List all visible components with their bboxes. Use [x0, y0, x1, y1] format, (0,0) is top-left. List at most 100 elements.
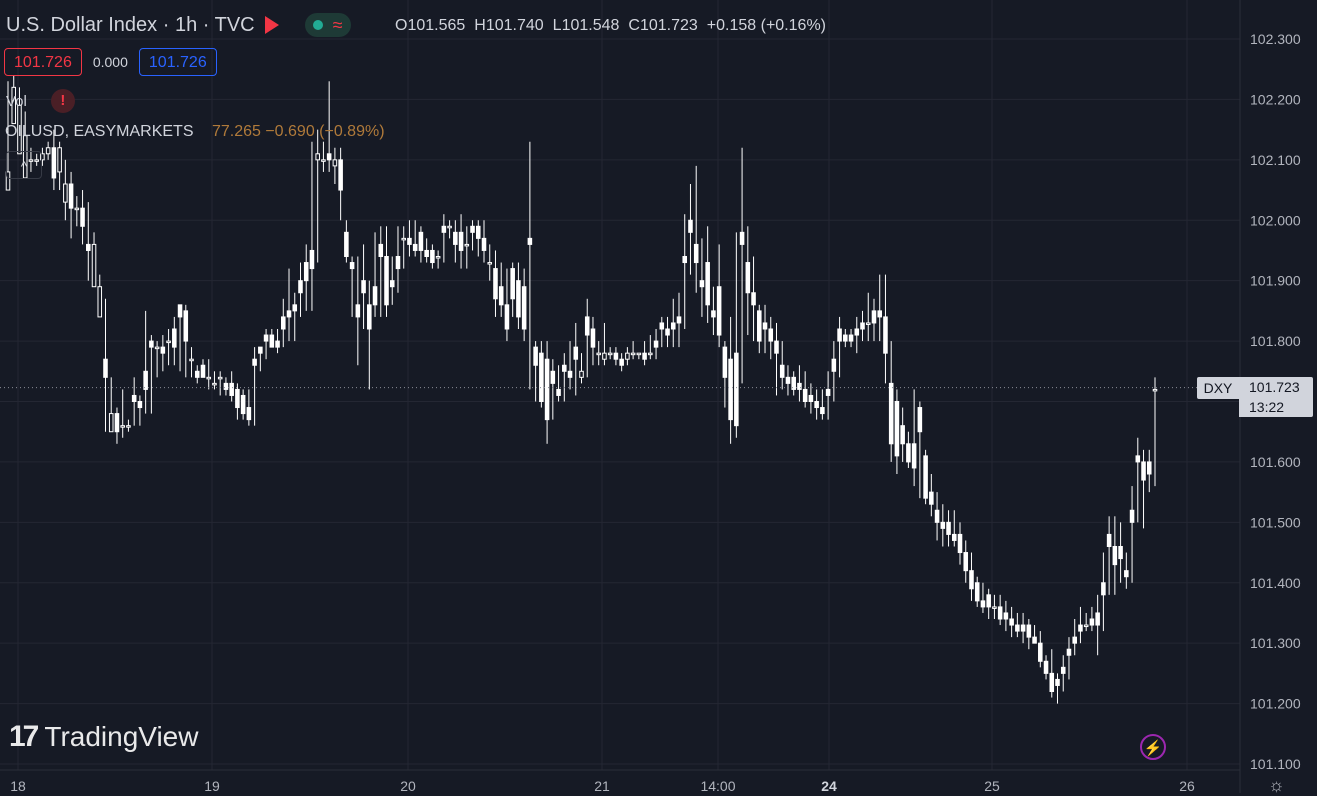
- market-status-pill[interactable]: ≈: [304, 13, 351, 37]
- candle: [539, 341, 544, 408]
- candle-body: [1129, 509, 1135, 523]
- candle: [131, 377, 137, 426]
- candle-body: [458, 231, 464, 251]
- candle-body: [871, 310, 877, 324]
- candle: [625, 347, 630, 366]
- candle-body: [430, 249, 435, 264]
- candle: [246, 389, 252, 426]
- candle: [544, 341, 550, 444]
- candle: [349, 256, 355, 317]
- y-tick-label: 102.000: [1250, 212, 1301, 228]
- candle: [734, 232, 739, 438]
- candle-body: [424, 249, 429, 257]
- x-tick-label: 14:00: [700, 778, 735, 793]
- candle: [424, 238, 429, 263]
- candle-body: [344, 231, 349, 257]
- candle-body: [1135, 455, 1141, 463]
- candle: [194, 365, 200, 384]
- candle-body: [768, 328, 774, 342]
- candle-body: [888, 382, 894, 445]
- candle-body: [1078, 624, 1083, 632]
- candle-body: [693, 243, 699, 264]
- candle: [389, 256, 395, 305]
- candle-body: [883, 316, 888, 354]
- candle: [596, 341, 601, 366]
- candle-body: [51, 147, 57, 179]
- candle: [533, 341, 538, 402]
- volume-indicator[interactable]: Vol !: [6, 89, 75, 113]
- flag-icon[interactable]: [264, 16, 279, 34]
- candle: [97, 274, 103, 318]
- candle: [407, 220, 412, 257]
- candle: [395, 226, 401, 293]
- candle: [567, 341, 573, 390]
- candle-body: [493, 268, 498, 300]
- candle: [223, 377, 229, 396]
- candle-body: [906, 443, 911, 463]
- candle: [1003, 600, 1009, 632]
- candle-body: [435, 256, 441, 259]
- candle: [711, 286, 716, 336]
- candle-body: [602, 352, 607, 360]
- candle-body: [831, 358, 837, 372]
- candle: [384, 226, 389, 317]
- candle-body: [131, 394, 137, 403]
- candle: [470, 220, 475, 251]
- candle: [642, 341, 647, 366]
- sell-button[interactable]: 101.726: [4, 48, 82, 76]
- candle-body: [355, 304, 361, 318]
- candle: [286, 268, 292, 342]
- candle-body: [711, 310, 716, 318]
- candle-body: [1032, 636, 1037, 644]
- candle: [1026, 619, 1032, 650]
- tradingview-logo[interactable]: 17 TradingView: [9, 720, 198, 754]
- candle-body: [1095, 612, 1100, 626]
- candle: [676, 292, 682, 348]
- candle-body: [567, 370, 573, 378]
- candle: [80, 190, 85, 245]
- compare-symbol-legend[interactable]: OILUSD, EASYMARKETS 77.265 −0.690 (−0.89…: [5, 123, 385, 141]
- compare-symbol: OILUSD, EASYMARKETS: [5, 123, 194, 140]
- warning-icon[interactable]: !: [50, 89, 75, 113]
- candle-body: [68, 183, 74, 209]
- buy-button[interactable]: 101.726: [138, 48, 217, 76]
- candle-body: [235, 388, 240, 409]
- candle-body: [298, 280, 303, 294]
- candle-body: [269, 334, 275, 348]
- candle: [665, 316, 670, 348]
- lightning-icon[interactable]: ⚡: [1140, 734, 1166, 760]
- candles: [5, 75, 1158, 704]
- open-value: O101.565: [395, 17, 466, 34]
- candle: [699, 238, 705, 317]
- candle-body: [1043, 660, 1049, 674]
- y-tick-label: 101.900: [1250, 273, 1301, 289]
- candle: [774, 322, 779, 396]
- candle: [1072, 619, 1077, 656]
- candle: [957, 522, 963, 565]
- candle-body: [825, 388, 831, 396]
- candle-body: [974, 582, 980, 602]
- candle-body: [843, 334, 848, 342]
- candle: [883, 274, 888, 384]
- candle-body: [464, 243, 470, 247]
- y-tick-label: 102.100: [1250, 152, 1301, 168]
- candle: [550, 359, 556, 420]
- symbol-title[interactable]: U.S. Dollar Index · 1h · TVC: [6, 13, 255, 36]
- candle-body: [1089, 618, 1095, 626]
- candle-body: [894, 401, 900, 457]
- candle-body: [636, 352, 642, 356]
- x-tick-label: 19: [204, 778, 220, 793]
- candle: [103, 298, 108, 432]
- candle-body: [28, 159, 34, 162]
- candle: [475, 220, 481, 257]
- candle: [808, 383, 814, 414]
- candle: [372, 232, 378, 317]
- candle-body: [808, 394, 814, 403]
- candle: [114, 407, 120, 444]
- candle-body: [665, 328, 670, 336]
- candle: [108, 377, 114, 433]
- settings-gear-icon[interactable]: ☼: [1268, 775, 1285, 795]
- candle: [464, 226, 470, 269]
- collapse-legend-button[interactable]: ^: [6, 151, 42, 179]
